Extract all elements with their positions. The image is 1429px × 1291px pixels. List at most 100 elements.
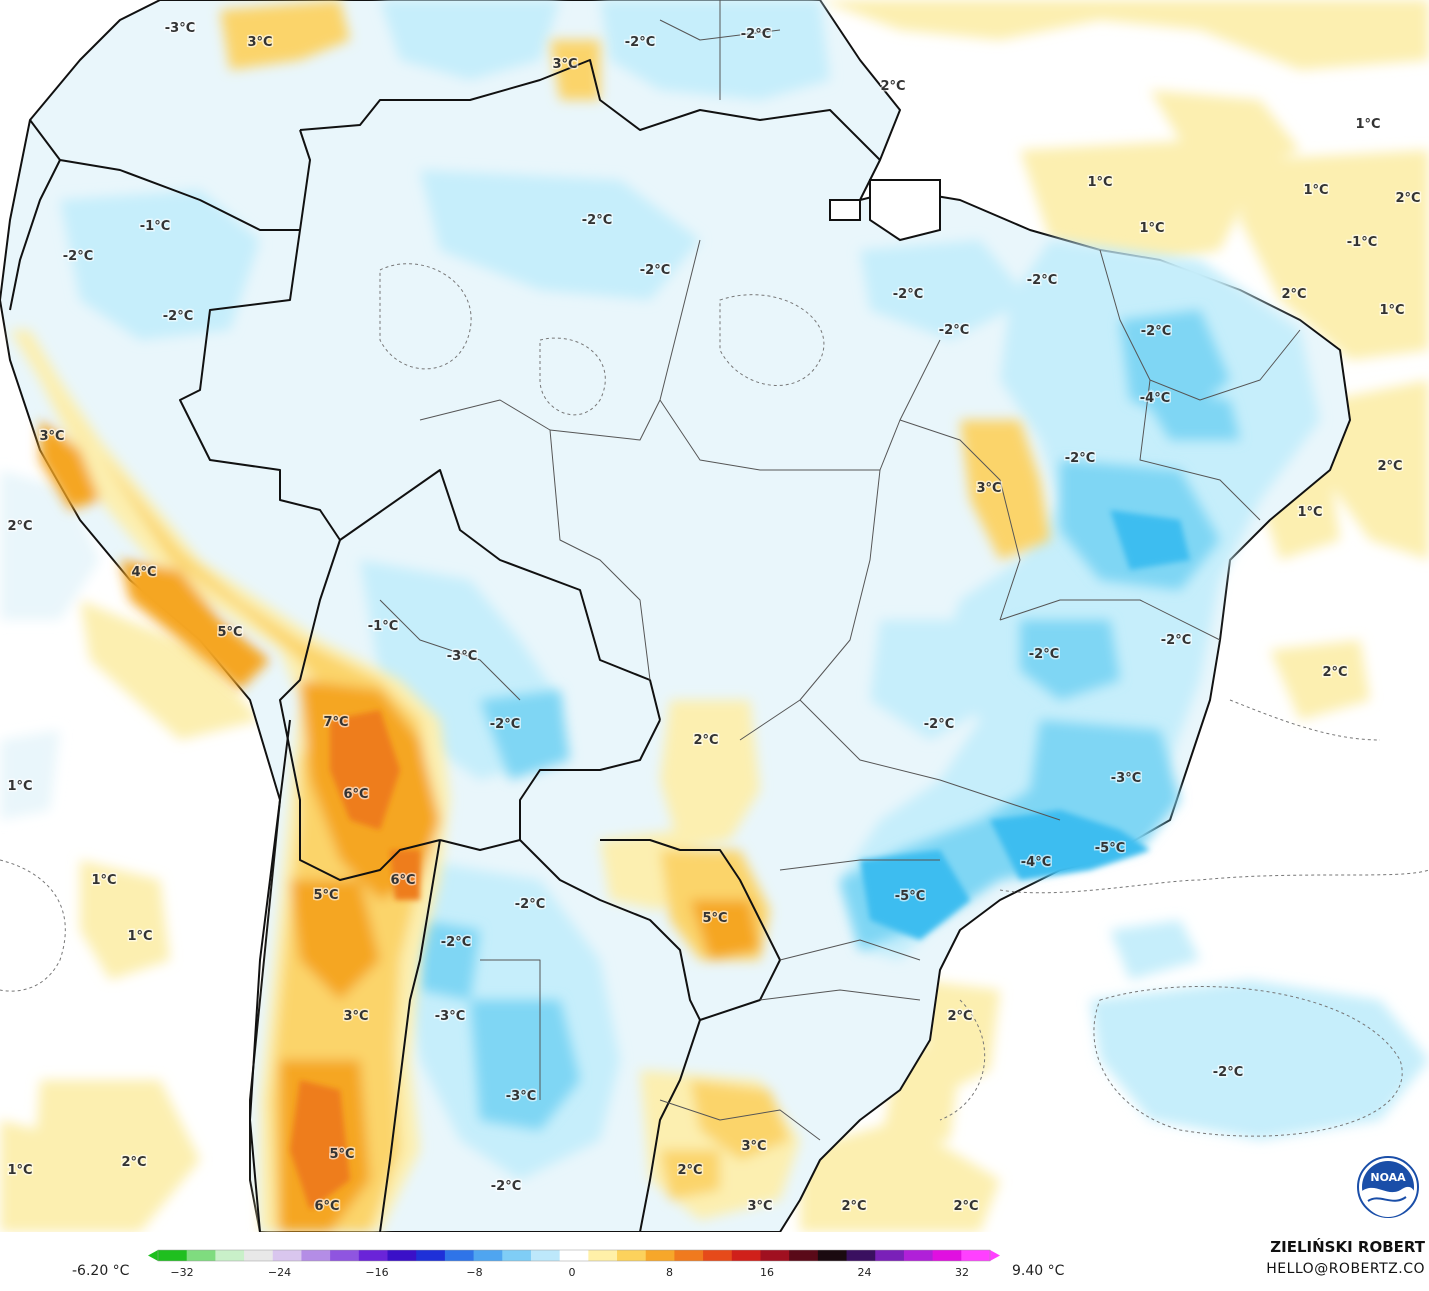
map-label: -2°C (582, 213, 612, 228)
map-label: -2°C (924, 717, 954, 732)
legend-footer: -6.20 °C −32 −24 −16 −8 0 8 16 24 32 9.40 °C ZIE… (0, 1232, 1429, 1287)
colorbar-swatch (875, 1250, 905, 1261)
map-label: 2°C (1395, 191, 1420, 206)
legend-max-label: 9.40 °C (1012, 1263, 1065, 1279)
colorbar-swatch (903, 1250, 934, 1261)
map-label: 3°C (741, 1139, 766, 1154)
colorbar-swatch (358, 1250, 389, 1261)
colorbar-tick-label: 32 (955, 1266, 969, 1279)
country-borders (9, 59, 881, 1232)
colorbar-swatch (215, 1250, 245, 1261)
author-name: ZIELIŃSKI ROBERT (1270, 1238, 1425, 1256)
map-label: 2°C (693, 733, 718, 748)
map-label: 2°C (121, 1155, 146, 1170)
colorbar-swatch (473, 1250, 503, 1261)
map-label: 1°C (1139, 221, 1164, 236)
map-label: 1°C (1355, 117, 1380, 132)
colorbar-swatch (272, 1250, 303, 1261)
map-label: 5°C (217, 625, 242, 640)
dashed-contours (0, 263, 1429, 1137)
map-label: 2°C (677, 1163, 702, 1178)
colorbar-swatch (617, 1250, 647, 1261)
map-label: -4°C (1140, 391, 1170, 406)
colorbar-swatch (158, 1250, 188, 1261)
map-label: 1°C (1297, 505, 1322, 520)
map-label: -3°C (435, 1009, 465, 1024)
map-label: 2°C (953, 1199, 978, 1214)
map-label: 3°C (747, 1199, 772, 1214)
map-label: 1°C (127, 929, 152, 944)
map-label: 3°C (343, 1009, 368, 1024)
colorbar-tick-label: 0 (569, 1266, 576, 1279)
map-label: -2°C (515, 897, 545, 912)
map-label: -4°C (1021, 855, 1051, 870)
colorbar-swatch (817, 1250, 848, 1261)
colorbar-swatch (961, 1250, 991, 1261)
map-label: -2°C (441, 935, 471, 950)
map-label: 2°C (1322, 665, 1347, 680)
map-label: 4°C (131, 565, 156, 580)
colorbar-swatch (530, 1250, 561, 1261)
colorbar-ticks: −32 −24 −16 −8 0 8 16 24 32 (170, 1266, 969, 1279)
colorbar-swatch (444, 1250, 475, 1261)
colorbar-min-arrow (148, 1250, 158, 1261)
contour-labels: -3°C 3°C 3°C -2°C -2°C 2°C 1°C 1°C 1°C 1°C 2°C -1°C… (6, 20, 1422, 1216)
map-label: 6°C (343, 787, 368, 802)
map-label: 2°C (7, 519, 32, 534)
colorbar-swatch (244, 1250, 274, 1261)
map-label: 3°C (39, 429, 64, 444)
map-label: -2°C (1029, 647, 1059, 662)
map-label: -2°C (490, 717, 520, 732)
amazon-delta (829, 179, 941, 242)
colorbar-tick-label: 24 (858, 1266, 872, 1279)
map-label: -2°C (625, 35, 655, 50)
map-label: -3°C (506, 1089, 536, 1104)
map-label: 2°C (1281, 287, 1306, 302)
map-label: -2°C (1065, 451, 1095, 466)
colorbar-swatch (416, 1250, 446, 1261)
colorbar: -6.20 °C −32 −24 −16 −8 0 8 16 24 32 9.40 °C (72, 1249, 1065, 1279)
map-label: -5°C (1095, 841, 1125, 856)
colorbar-tick-label: −16 (365, 1266, 388, 1279)
map-label: -2°C (163, 309, 193, 324)
map-label: -1°C (368, 619, 398, 634)
colorbar-swatch (502, 1250, 532, 1261)
map-label: 5°C (702, 911, 727, 926)
colorbar-swatch (301, 1250, 331, 1261)
colorbar-outline (157, 1249, 991, 1262)
map-label: 1°C (7, 1163, 32, 1178)
map-label: -2°C (1027, 273, 1057, 288)
map-label: -2°C (640, 263, 670, 278)
map-label: -1°C (140, 219, 170, 234)
map-label: -1°C (1347, 235, 1377, 250)
colorbar-swatch (330, 1250, 360, 1261)
map-label: 2°C (947, 1009, 972, 1024)
map-label: 2°C (1377, 459, 1402, 474)
state-borders (379, 0, 1301, 1141)
map-label: 1°C (7, 779, 32, 794)
map-label: -2°C (741, 27, 771, 42)
map-label: -2°C (1213, 1065, 1243, 1080)
colorbar-swatch (387, 1250, 417, 1261)
map-label: -2°C (1141, 324, 1171, 339)
noaa-logo: NOAA (1357, 1156, 1419, 1218)
colorbar-max-arrow (990, 1250, 1000, 1261)
map-label: 6°C (390, 873, 415, 888)
map-label: 7°C (323, 715, 348, 730)
colorbar-swatch (703, 1250, 733, 1261)
map-label: 5°C (313, 888, 338, 903)
map-label: 2°C (880, 79, 905, 94)
colorbar-swatch (559, 1250, 589, 1261)
map-label: 5°C (329, 1147, 354, 1162)
map-label: 1°C (1379, 303, 1404, 318)
colorbar-tick-label: 8 (666, 1266, 673, 1279)
map-label: 3°C (247, 35, 272, 50)
colorbar-tick-label: −24 (268, 1266, 291, 1279)
colorbar-swatch (846, 1250, 876, 1261)
colorbar-swatch (588, 1250, 618, 1261)
noaa-logo-text: NOAA (1370, 1171, 1406, 1184)
map-label: -2°C (893, 287, 923, 302)
map-label: 1°C (91, 873, 116, 888)
map-label: 3°C (976, 481, 1001, 496)
map-label: -2°C (939, 323, 969, 338)
